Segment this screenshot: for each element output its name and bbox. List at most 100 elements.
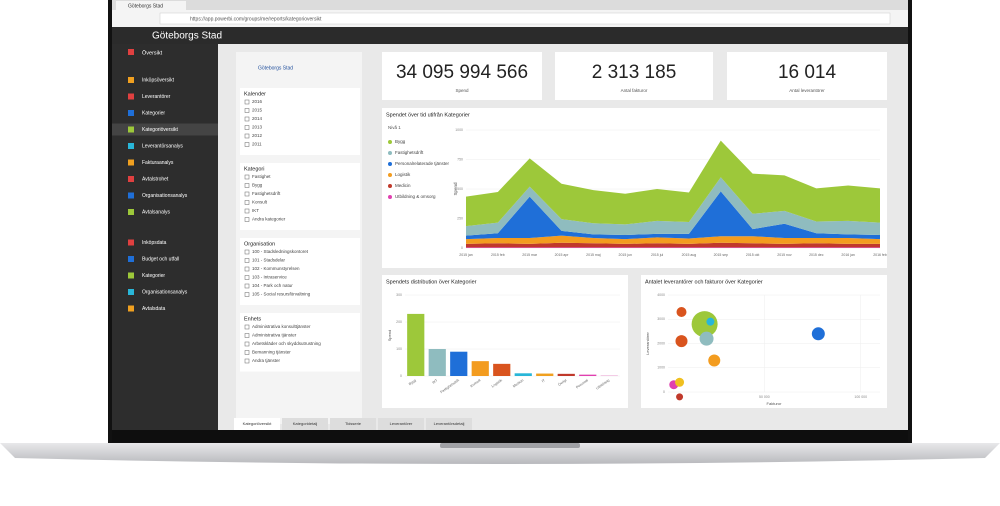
report-tab[interactable] (330, 418, 376, 430)
nav-icon[interactable] (128, 77, 134, 83)
nav-icon[interactable] (128, 209, 134, 215)
legend-marker[interactable] (388, 173, 392, 177)
checkbox[interactable] (244, 333, 250, 338)
tab-bar (112, 0, 908, 10)
checkbox[interactable] (244, 258, 250, 263)
checkbox[interactable] (244, 200, 250, 205)
nav-icon[interactable] (128, 272, 134, 279)
filter-card (240, 88, 360, 155)
report-tab[interactable] (378, 418, 424, 430)
legend-marker[interactable] (388, 184, 392, 188)
report-tab[interactable] (426, 418, 472, 430)
checkbox[interactable] (244, 208, 250, 214)
bubble[interactable] (675, 377, 685, 387)
nav-item: Kategorier (142, 273, 165, 279)
kpi-label: Antal fakturor (621, 88, 648, 93)
checkbox[interactable] (244, 275, 250, 280)
app-title: Göteborgs Stad (152, 31, 222, 42)
x-tick-label: 2015 jun (619, 253, 632, 257)
checkbox[interactable] (244, 183, 250, 188)
bubble[interactable] (676, 306, 687, 317)
nav-icon[interactable] (128, 93, 134, 100)
checkbox[interactable] (244, 341, 250, 347)
y-tick-label: 2000 (657, 341, 665, 345)
x-tick-label: 2016 jan (841, 253, 854, 257)
checkbox[interactable] (244, 133, 250, 139)
checkbox[interactable] (244, 249, 250, 255)
legend-label: Personalrelaterade tjänster (395, 161, 450, 166)
checkbox[interactable] (244, 116, 250, 122)
nav-icon[interactable] (128, 176, 134, 182)
nav-item: Inköpsdata (142, 240, 167, 246)
nav-icon[interactable] (128, 289, 134, 295)
report-tab[interactable] (282, 418, 328, 430)
bubble[interactable] (691, 311, 718, 338)
legend-marker[interactable] (388, 162, 392, 166)
bar[interactable] (428, 349, 446, 376)
legend-marker[interactable] (388, 195, 392, 199)
bubble[interactable] (708, 354, 721, 367)
nav-icon[interactable] (128, 239, 134, 246)
y-tick-label: 500 (457, 187, 463, 191)
nav-icon[interactable] (128, 110, 134, 116)
checkbox[interactable] (244, 125, 250, 130)
bar[interactable] (536, 373, 554, 376)
nav-icon[interactable] (128, 256, 134, 262)
nav-item: Avtalsdata (142, 306, 165, 312)
nav-item: Leverantörer (142, 94, 171, 100)
checkbox[interactable] (244, 266, 250, 272)
filter-item: Bygg (252, 183, 263, 188)
x-tick-label: IT (541, 378, 547, 384)
bubble[interactable] (699, 331, 714, 346)
checkbox[interactable] (244, 217, 250, 222)
checkbox[interactable] (244, 108, 250, 113)
nav-item: Organisationsanalys (142, 289, 188, 295)
x-tick-label: Konsult (469, 378, 481, 388)
checkbox[interactable] (244, 292, 250, 297)
legend-marker[interactable] (388, 151, 392, 155)
checkbox[interactable] (244, 142, 250, 147)
legend-label: Logistik (395, 172, 411, 177)
filter-item: Konsult (252, 200, 268, 205)
checkbox[interactable] (244, 99, 250, 105)
bar[interactable] (471, 361, 489, 376)
bubble[interactable] (676, 393, 684, 401)
bar[interactable] (493, 363, 511, 376)
filter-item: Arbetskläder och skyddsutrustning (252, 341, 321, 346)
y-tick-label: 4000 (657, 293, 665, 297)
nav-icon[interactable] (128, 126, 134, 133)
bubble[interactable] (811, 327, 825, 341)
checkbox[interactable] (244, 350, 250, 355)
tab[interactable] (116, 1, 186, 10)
y-axis-label: Leverantörer (645, 331, 650, 354)
x-tick-label: 2015 dec (809, 253, 824, 257)
checkbox[interactable] (244, 324, 250, 330)
bar[interactable] (557, 373, 575, 376)
legend-label: Utbildning & omsorg (395, 194, 436, 199)
bar[interactable] (579, 374, 597, 376)
filter-item: 2015 (252, 108, 263, 113)
bubble[interactable] (706, 317, 715, 326)
filter-item: Fastighetsdrift (252, 191, 281, 196)
bubble[interactable] (675, 335, 688, 348)
nav-icon[interactable] (128, 159, 134, 166)
filter-card (240, 163, 360, 230)
nav-icon[interactable] (128, 192, 134, 199)
x-tick-label: 2015 apr (555, 253, 570, 257)
bar[interactable] (407, 313, 425, 376)
checkbox[interactable] (244, 174, 250, 180)
address-bar[interactable] (159, 12, 891, 25)
checkbox[interactable] (244, 283, 250, 289)
bar[interactable] (600, 375, 618, 376)
report-tab[interactable] (234, 418, 280, 430)
nav-icon[interactable] (128, 143, 134, 149)
nav-icon[interactable] (128, 305, 134, 312)
filter-card (240, 238, 360, 305)
checkbox[interactable] (244, 358, 250, 364)
checkbox[interactable] (244, 191, 250, 197)
bar[interactable] (450, 351, 468, 376)
nav-item: Fakturaanalys (142, 160, 174, 166)
legend-marker[interactable] (388, 140, 392, 144)
bar[interactable] (514, 373, 532, 376)
